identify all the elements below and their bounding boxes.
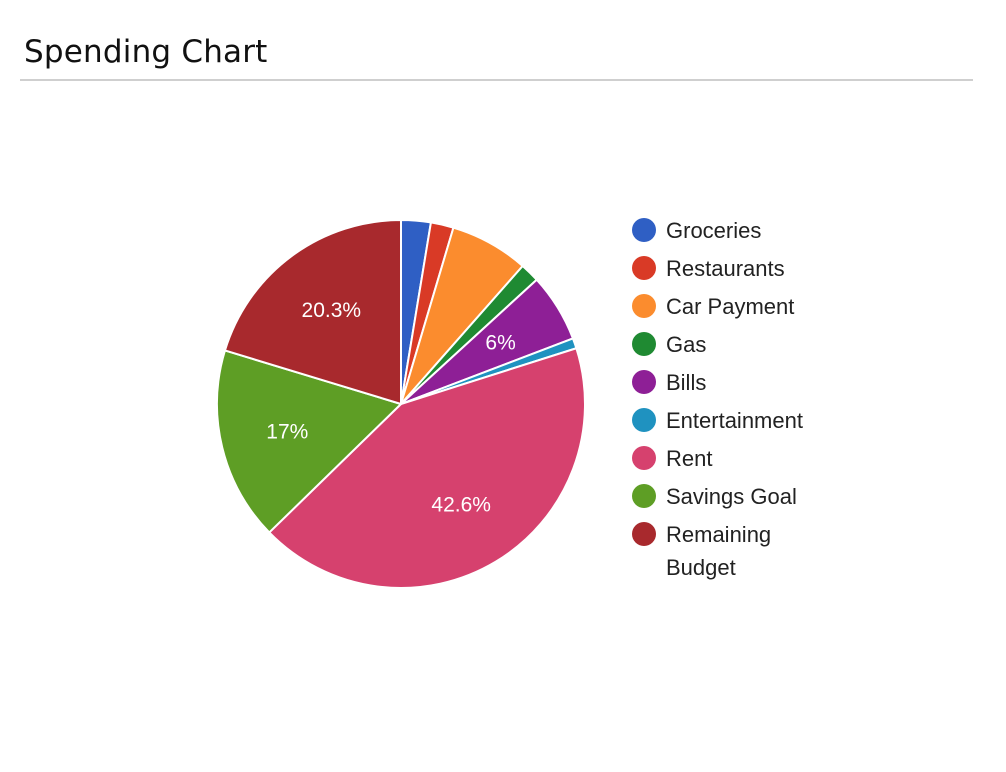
legend-swatch-bills (632, 370, 656, 394)
legend-item-gas[interactable]: Gas (632, 332, 706, 357)
legend-label-bills: Bills (666, 370, 706, 395)
pie-slice-rent[interactable] (268, 347, 586, 589)
pie-slice-remaining-budget[interactable] (223, 219, 402, 405)
legend-label-restaurants: Restaurants (666, 256, 785, 281)
slice-labels: 6% 42.6% 17% 20.3% (266, 299, 515, 516)
legend-label-car-payment: Car Payment (666, 294, 794, 319)
slice-label-remaining-budget: 20.3% (302, 299, 362, 322)
legend-item-rent[interactable]: Rent (632, 446, 712, 471)
legend-label-gas: Gas (666, 332, 706, 357)
legend-label-remaining-budget: Remaining Budget (666, 522, 771, 580)
legend-item-groceries[interactable]: Groceries (632, 218, 761, 243)
page-title: Spending Chart (24, 34, 268, 70)
pie-slices (215, 219, 586, 589)
legend-item-bills[interactable]: Bills (632, 370, 706, 395)
legend-swatch-rent (632, 446, 656, 470)
legend-swatch-remaining-budget (632, 522, 656, 546)
legend-label-groceries: Groceries (666, 218, 761, 243)
slice-label-rent: 42.6% (431, 493, 491, 516)
legend-item-savings-goal[interactable]: Savings Goal (632, 484, 797, 509)
legend-swatch-car-payment (632, 294, 656, 318)
legend-label-rent: Rent (666, 446, 712, 471)
legend-label-entertainment: Entertainment (666, 408, 803, 433)
legend-label-savings-goal: Savings Goal (666, 484, 797, 509)
legend-swatch-restaurants (632, 256, 656, 280)
legend-item-remaining-budget[interactable]: Remaining Budget (632, 522, 771, 580)
legend-swatch-gas (632, 332, 656, 356)
legend-swatch-entertainment (632, 408, 656, 432)
legend-item-car-payment[interactable]: Car Payment (632, 294, 794, 319)
legend-swatch-savings-goal (632, 484, 656, 508)
slice-label-savings-goal: 17% (266, 421, 308, 444)
legend-item-entertainment[interactable]: Entertainment (632, 408, 803, 433)
chart-legend: Groceries Restaurants Car Payment Gas Bills E… (632, 218, 803, 580)
pie-slice-savings-goal[interactable] (215, 349, 402, 534)
slice-label-bills: 6% (485, 332, 515, 355)
title-divider (20, 79, 973, 81)
legend-swatch-groceries (632, 218, 656, 242)
legend-item-restaurants[interactable]: Restaurants (632, 256, 785, 281)
